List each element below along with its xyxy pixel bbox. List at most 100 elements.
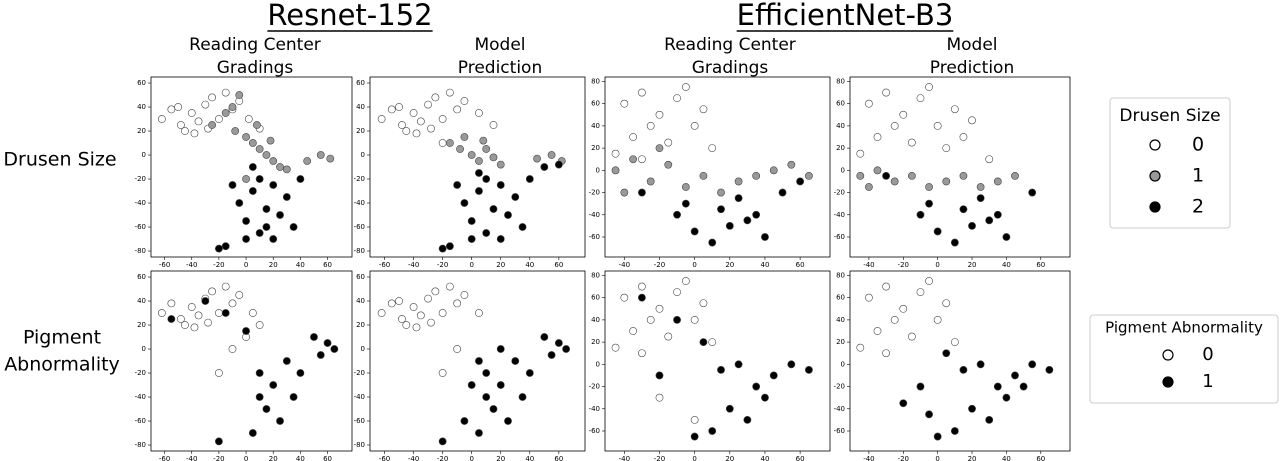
point — [438, 369, 447, 377]
point — [479, 136, 488, 145]
y-tick-label: -60 — [834, 427, 845, 435]
point — [1028, 360, 1037, 369]
point — [208, 93, 217, 102]
point — [856, 171, 865, 180]
point — [518, 393, 527, 401]
point — [882, 349, 890, 358]
point — [717, 188, 725, 197]
row-label: Abnormality — [4, 354, 120, 376]
point — [699, 171, 708, 180]
point — [269, 381, 278, 389]
point — [856, 149, 865, 158]
y-tick-label: 20 — [591, 338, 600, 346]
point — [933, 432, 942, 441]
point — [181, 127, 189, 135]
point — [445, 242, 454, 251]
plot-frame — [150, 76, 353, 258]
legend-marker — [1162, 349, 1174, 361]
point — [316, 151, 325, 159]
point — [475, 169, 483, 177]
point — [460, 97, 469, 105]
point — [262, 223, 271, 231]
point — [157, 309, 166, 317]
point — [925, 410, 933, 419]
point — [475, 157, 483, 165]
x-tick-label: -20 — [654, 455, 665, 461]
y-tick-label: 0 — [596, 166, 600, 174]
legend-label: 2 — [1192, 196, 1204, 218]
point — [187, 303, 196, 311]
point — [743, 415, 752, 424]
point — [282, 193, 291, 201]
point — [1002, 233, 1011, 241]
y-tick-label: -40 — [834, 405, 845, 413]
point — [629, 155, 638, 164]
x-tick-label: 0 — [244, 455, 248, 461]
plot-frame — [849, 270, 1071, 452]
point — [899, 399, 908, 408]
legend-marker — [1149, 139, 1161, 151]
x-tick-label: -40 — [619, 261, 630, 269]
point — [187, 109, 196, 117]
point — [262, 205, 271, 213]
point — [467, 151, 476, 159]
point — [525, 369, 534, 377]
point — [460, 291, 469, 299]
legend-label: 0 — [1202, 344, 1213, 365]
point — [467, 217, 476, 225]
plot-frame — [604, 76, 831, 258]
point — [769, 371, 778, 380]
x-tick-label: 40 — [525, 455, 534, 461]
point — [554, 339, 563, 347]
point — [933, 227, 942, 236]
point — [416, 117, 425, 126]
legend-frame — [1109, 97, 1231, 229]
legend-label: 1 — [1202, 371, 1213, 392]
point — [664, 138, 673, 147]
point — [409, 303, 418, 311]
point — [276, 163, 284, 171]
point — [547, 151, 556, 159]
point — [167, 299, 176, 308]
point — [194, 117, 203, 126]
y-tick-label: 60 — [356, 79, 365, 87]
y-tick-label: -80 — [135, 247, 146, 255]
y-tick-label: -60 — [834, 233, 845, 241]
point — [533, 154, 541, 163]
x-tick-label: 0 — [244, 261, 248, 269]
y-tick-label: 40 — [836, 122, 845, 130]
point — [482, 229, 491, 237]
y-tick-label: -20 — [135, 369, 146, 377]
point — [950, 105, 959, 114]
point — [646, 177, 655, 186]
point — [959, 365, 968, 374]
point — [761, 233, 769, 241]
point — [761, 393, 769, 402]
point — [282, 165, 291, 174]
point — [873, 327, 882, 335]
point — [190, 129, 199, 138]
point — [244, 115, 253, 123]
point — [475, 187, 483, 195]
point — [638, 349, 646, 358]
point — [438, 437, 447, 446]
column-header: Model — [946, 35, 997, 55]
x-tick-label: -40 — [408, 261, 419, 269]
point — [221, 309, 230, 317]
point — [496, 160, 505, 169]
x-tick-label: -40 — [863, 455, 874, 461]
y-tick-label: -40 — [135, 393, 146, 401]
point — [673, 288, 681, 297]
point — [228, 345, 237, 353]
point — [959, 171, 968, 180]
y-tick-label: 40 — [836, 316, 845, 324]
point — [445, 88, 454, 97]
point — [673, 315, 681, 324]
point — [190, 323, 199, 332]
point — [882, 171, 890, 180]
point — [412, 129, 421, 138]
point — [976, 194, 985, 203]
point — [690, 415, 699, 424]
point — [460, 133, 469, 141]
point — [873, 133, 882, 141]
